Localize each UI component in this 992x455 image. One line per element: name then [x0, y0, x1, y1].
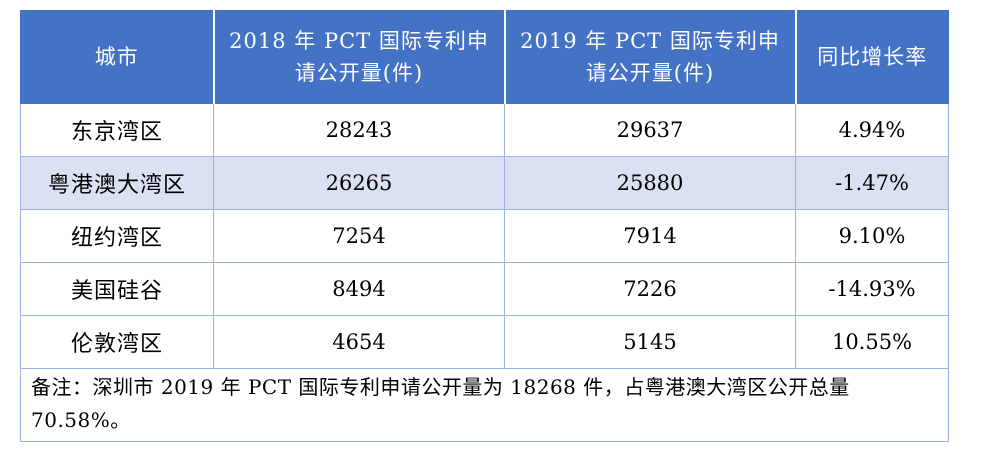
table-row: 东京湾区 28243 29637 4.94%: [20, 103, 949, 157]
table-row: 伦敦湾区 4654 5145 10.55%: [20, 315, 949, 369]
cell-city: 东京湾区: [20, 103, 214, 157]
cell-city: 伦敦湾区: [20, 315, 214, 369]
table-body: 东京湾区 28243 29637 4.94% 粤港澳大湾区 26265 2588…: [20, 103, 949, 442]
cell-2019: 7914: [504, 209, 796, 263]
cell-growth: 10.55%: [795, 315, 949, 369]
note-row: 备注：深圳市 2019 年 PCT 国际专利申请公开量为 18268 件，占粤港…: [20, 368, 949, 442]
pct-patent-table: 城市 2018 年 PCT 国际专利申请公开量(件) 2019 年 PCT 国际…: [20, 10, 949, 442]
cell-2019: 5145: [504, 315, 796, 369]
header-2018-count: 2018 年 PCT 国际专利申请公开量(件): [212, 10, 506, 104]
header-row: 城市 2018 年 PCT 国际专利申请公开量(件) 2019 年 PCT 国际…: [20, 10, 949, 104]
table-row: 纽约湾区 7254 7914 9.10%: [20, 209, 949, 263]
cell-growth: -14.93%: [795, 262, 949, 316]
cell-2019: 29637: [504, 103, 796, 157]
cell-2019: 7226: [504, 262, 796, 316]
cell-city: 纽约湾区: [20, 209, 214, 263]
patent-table-container: 城市 2018 年 PCT 国际专利申请公开量(件) 2019 年 PCT 国际…: [20, 10, 949, 442]
header-growth-rate: 同比增长率: [794, 10, 949, 104]
cell-2018: 28243: [213, 103, 505, 157]
cell-growth: 4.94%: [795, 103, 949, 157]
cell-2018: 26265: [213, 156, 505, 210]
cell-city: 粤港澳大湾区: [20, 156, 214, 210]
cell-2018: 7254: [213, 209, 505, 263]
header-2019-count: 2019 年 PCT 国际专利申请公开量(件): [503, 10, 797, 104]
cell-2018: 8494: [213, 262, 505, 316]
cell-city: 美国硅谷: [20, 262, 214, 316]
table-note: 备注：深圳市 2019 年 PCT 国际专利申请公开量为 18268 件，占粤港…: [20, 368, 949, 442]
cell-growth: 9.10%: [795, 209, 949, 263]
table-header: 城市 2018 年 PCT 国际专利申请公开量(件) 2019 年 PCT 国际…: [20, 10, 949, 104]
header-city: 城市: [20, 10, 215, 104]
cell-growth: -1.47%: [795, 156, 949, 210]
cell-2019: 25880: [504, 156, 796, 210]
table-row: 粤港澳大湾区 26265 25880 -1.47%: [20, 156, 949, 210]
table-row: 美国硅谷 8494 7226 -14.93%: [20, 262, 949, 316]
cell-2018: 4654: [213, 315, 505, 369]
